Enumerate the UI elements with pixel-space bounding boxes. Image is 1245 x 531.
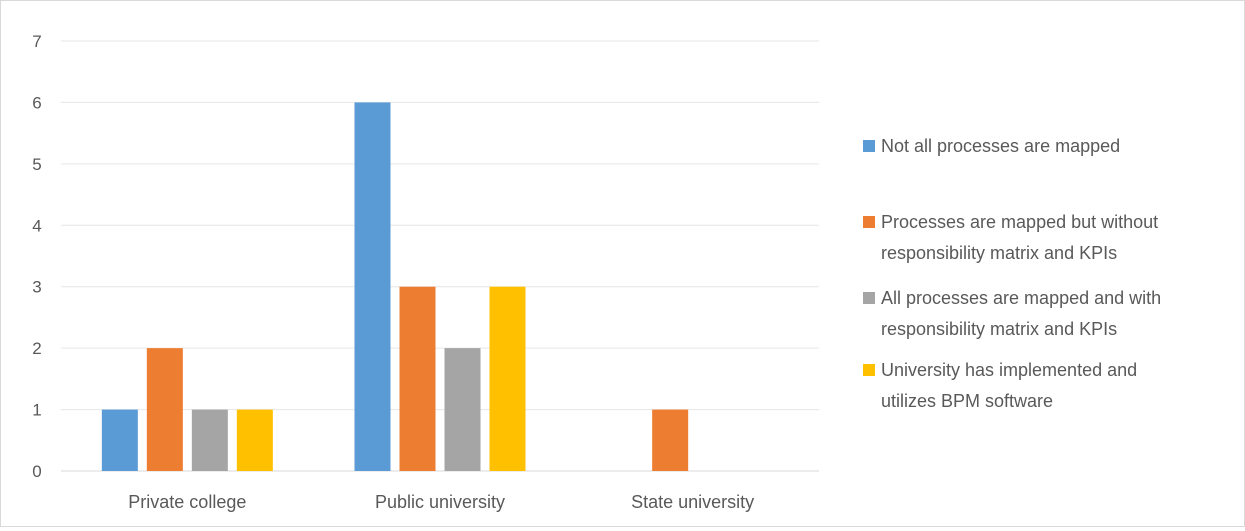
bar bbox=[191, 409, 228, 471]
bar bbox=[146, 348, 183, 471]
x-category-label: Private college bbox=[128, 492, 246, 512]
legend-swatch bbox=[863, 140, 875, 152]
bar bbox=[354, 102, 391, 471]
legend-label: responsibility matrix and KPIs bbox=[881, 243, 1117, 263]
legend-label: Processes are mapped but without bbox=[881, 212, 1158, 232]
y-tick-label: 1 bbox=[32, 401, 41, 420]
bar bbox=[101, 409, 138, 471]
y-tick-label: 2 bbox=[32, 339, 41, 358]
y-tick-label: 4 bbox=[32, 216, 41, 235]
bars bbox=[101, 102, 689, 471]
y-tick-label: 3 bbox=[32, 278, 41, 297]
bar bbox=[652, 409, 689, 471]
legend: Not all processes are mapped Processes ar… bbox=[863, 136, 1161, 411]
y-axis-ticks: 0 1 2 3 4 5 6 7 bbox=[32, 32, 41, 481]
legend-swatch bbox=[863, 292, 875, 304]
x-axis-categories: Private college Public university State un… bbox=[128, 492, 754, 512]
legend-swatch bbox=[863, 364, 875, 376]
legend-label: University has implemented and bbox=[881, 360, 1137, 380]
legend-swatch bbox=[863, 216, 875, 228]
gridlines bbox=[61, 40, 819, 472]
legend-label: All processes are mapped and with bbox=[881, 288, 1161, 308]
y-tick-label: 6 bbox=[32, 93, 41, 112]
bar bbox=[444, 348, 481, 471]
y-tick-label: 0 bbox=[32, 462, 41, 481]
x-category-label: State university bbox=[631, 492, 754, 512]
legend-label: utilizes BPM software bbox=[881, 391, 1053, 411]
x-category-label: Public university bbox=[375, 492, 505, 512]
bar bbox=[236, 409, 273, 471]
legend-label: responsibility matrix and KPIs bbox=[881, 319, 1117, 339]
y-tick-label: 7 bbox=[32, 32, 41, 51]
bar bbox=[489, 286, 526, 471]
y-tick-label: 5 bbox=[32, 155, 41, 174]
legend-label: Not all processes are mapped bbox=[881, 136, 1120, 156]
bar bbox=[399, 286, 436, 471]
